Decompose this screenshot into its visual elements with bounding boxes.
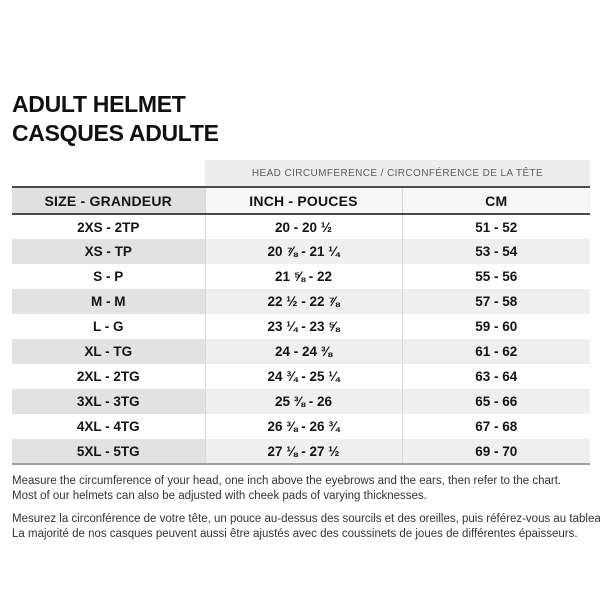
table-row: 4XL - 4TG 26 ⅜ - 26 ¾ 67 - 68	[12, 414, 590, 439]
page-title-en: ADULT HELMET	[12, 91, 186, 117]
note-en-line2: Most of our helmets can also be adjusted…	[12, 489, 427, 502]
size-cell: 2XS - 2TP	[12, 214, 205, 239]
cm-cell: 51 - 52	[401, 214, 590, 239]
table-row: M - M 22 ½ - 22 ⅞ 57 - 58	[12, 289, 590, 314]
band-row: HEAD CIRCUMFERENCE / CIRCONFÉRENCE DE LA…	[12, 160, 590, 187]
size-cell: 4XL - 4TG	[12, 414, 205, 439]
note-fr-line1: Mesurez la circonférence de votre tête, …	[12, 513, 600, 525]
cm-cell: 53 - 54	[401, 239, 590, 264]
cm-cell: 59 - 60	[401, 314, 590, 339]
page-title: ADULT HELMET CASQUES ADULTE	[12, 90, 219, 148]
inch-cell: 22 ½ - 22 ⅞	[204, 289, 402, 314]
cm-cell: 63 - 64	[401, 364, 590, 389]
cm-cell: 61 - 62	[401, 339, 590, 364]
note-fr-line2: La majorité de nos casques peuvent aussi…	[12, 527, 578, 540]
inch-cell: 26 ⅜ - 26 ¾	[204, 414, 402, 439]
cm-cell: 55 - 56	[401, 264, 590, 289]
note-english: Measure the circumference of your head, …	[12, 474, 590, 503]
inch-cell: 27 ⅛ - 27 ½	[204, 439, 402, 465]
measurement-notes: Measure the circumference of your head, …	[12, 474, 600, 541]
table-row: 2XS - 2TP 20 - 20 ½ 51 - 52	[12, 214, 590, 239]
note-en-line1: Measure the circumference of your head, …	[12, 475, 562, 487]
inch-cell: 20 - 20 ½	[204, 214, 402, 239]
band-spacer	[12, 160, 205, 187]
inch-cell: 20 ⅞ - 21 ¼	[204, 239, 402, 264]
table-row: 5XL - 5TG 27 ⅛ - 27 ½ 69 - 70	[12, 439, 590, 465]
size-cell: M - M	[12, 289, 205, 314]
page-title-fr: CASQUES ADULTE	[12, 120, 219, 146]
size-cell: XL - TG	[12, 339, 205, 364]
inch-cell: 24 - 24 ⅜	[204, 339, 402, 364]
table-row: 2XL - 2TG 24 ¾ - 25 ¼ 63 - 64	[12, 364, 590, 389]
size-chart-table: HEAD CIRCUMFERENCE / CIRCONFÉRENCE DE LA…	[12, 160, 590, 465]
column-header-size: SIZE - GRANDEUR	[12, 186, 205, 215]
size-cell: XS - TP	[12, 239, 205, 264]
note-french: Mesurez la circonférence de votre tête, …	[12, 512, 600, 541]
table-row: XL - TG 24 - 24 ⅜ 61 - 62	[12, 339, 590, 364]
inch-cell: 25 ⅜ - 26	[204, 389, 402, 414]
column-header-cm: CM	[401, 186, 590, 215]
table-header-row: SIZE - GRANDEUR INCH - POUCES CM	[12, 186, 590, 215]
size-cell: 5XL - 5TG	[12, 439, 205, 465]
column-header-inch: INCH - POUCES	[204, 186, 402, 215]
inch-cell: 23 ¼ - 23 ⅝	[204, 314, 402, 339]
cm-cell: 57 - 58	[401, 289, 590, 314]
table-row: S - P 21 ⅝ - 22 55 - 56	[12, 264, 590, 289]
size-cell: 2XL - 2TG	[12, 364, 205, 389]
inch-cell: 24 ¾ - 25 ¼	[204, 364, 402, 389]
cm-cell: 69 - 70	[401, 439, 590, 465]
table-row: XS - TP 20 ⅞ - 21 ¼ 53 - 54	[12, 239, 590, 264]
size-cell: 3XL - 3TG	[12, 389, 205, 414]
table-row: L - G 23 ¼ - 23 ⅝ 59 - 60	[12, 314, 590, 339]
size-cell: L - G	[12, 314, 205, 339]
size-cell: S - P	[12, 264, 205, 289]
inch-cell: 21 ⅝ - 22	[204, 264, 402, 289]
band-header: HEAD CIRCUMFERENCE / CIRCONFÉRENCE DE LA…	[205, 160, 590, 187]
cm-cell: 65 - 66	[401, 389, 590, 414]
table-row: 3XL - 3TG 25 ⅜ - 26 65 - 66	[12, 389, 590, 414]
cm-cell: 67 - 68	[401, 414, 590, 439]
